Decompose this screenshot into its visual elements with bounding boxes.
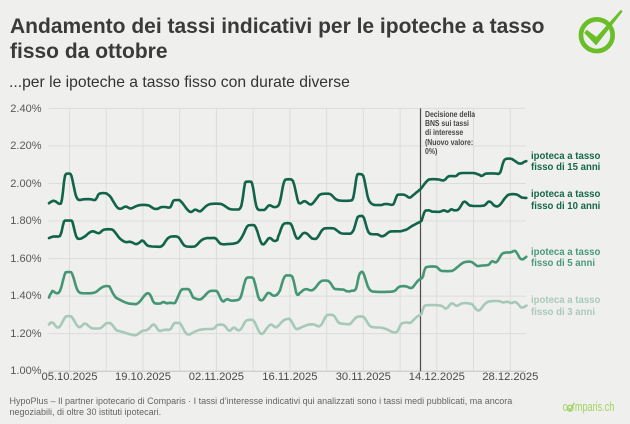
- svg-text:mparis.ch: mparis.ch: [575, 399, 614, 414]
- svg-text:c: c: [563, 399, 568, 414]
